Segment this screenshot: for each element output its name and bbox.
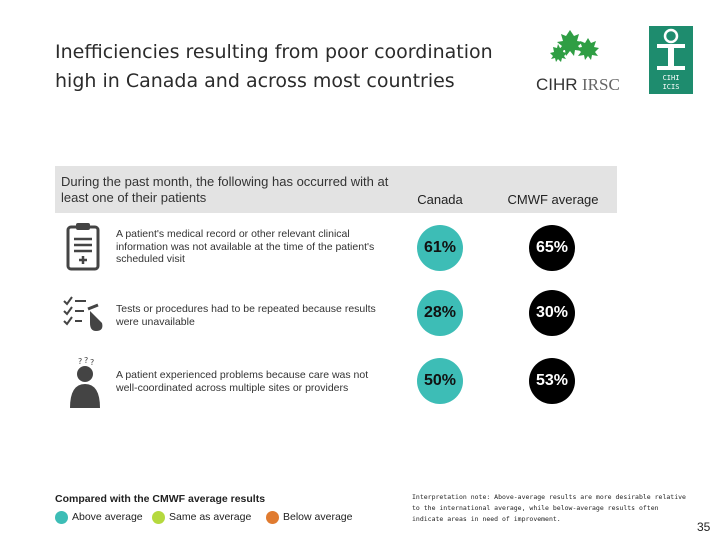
green-dot-icon [152,511,165,524]
table-row: Tests or procedures had to be repeated b… [55,283,617,343]
interpretation-note: Interpretation note: Above-average resul… [412,493,686,523]
row-text: Tests or procedures had to be repeated b… [116,303,376,328]
svg-text:?: ? [78,357,82,366]
svg-text:IRSC: IRSC [582,75,620,94]
orange-dot-icon [266,511,279,524]
table-row: ? ? ? A patient experienced problems bec… [55,352,617,412]
cmwf-value-bubble: 65% [529,225,575,271]
svg-text:ICIS: ICIS [663,83,680,91]
table-header: During the past month, the following has… [55,166,617,213]
svg-text:?: ? [84,356,88,365]
page-number: 35 [697,520,711,534]
row-text: A patient's medical record or other rele… [116,228,375,265]
canada-value-bubble: 28% [417,290,463,336]
svg-text:CIHI: CIHI [663,74,680,82]
legend-label: Same as average [169,511,252,523]
confused-person-icon: ? ? ? [60,356,106,408]
column-header-canada: Canada [417,192,463,207]
canada-value-bubble: 50% [417,358,463,404]
page-title: Inefficiencies resulting from poor coord… [55,41,493,92]
table-row: A patient's medical record or other rele… [55,218,617,278]
cmwf-value-bubble: 53% [529,358,575,404]
legend-title: Compared with the CMWF average results [55,493,266,505]
legend-label: Below average [283,511,353,523]
table-header-text: During the past month, the following has… [61,174,389,205]
cihr-logo: CIHR IRSC [530,26,640,96]
cmwf-value-bubble: 30% [529,290,575,336]
canada-value-bubble: 61% [417,225,463,271]
cihi-logo: CIHI ICIS [649,26,693,94]
row-text: A patient experienced problems because c… [116,369,369,394]
svg-text:?: ? [90,358,94,367]
clipboard-icon [60,222,106,272]
column-header-cmwf: CMWF average [507,192,599,207]
svg-text:CIHR: CIHR [536,75,578,94]
checklist-test-tube-icon [60,287,106,337]
legend-label: Above average [72,511,143,523]
teal-dot-icon [55,511,68,524]
